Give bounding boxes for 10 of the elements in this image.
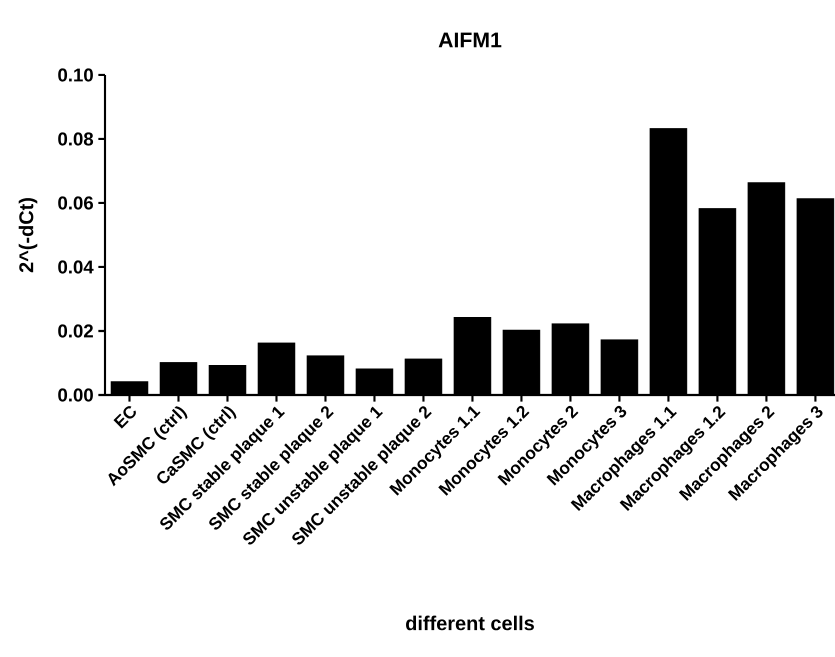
- y-tick-label: 0.02: [58, 324, 93, 338]
- y-tick-label: 0.06: [58, 196, 93, 210]
- x-axis-title: different cells: [406, 616, 534, 630]
- y-tick-label: 0.10: [58, 68, 93, 82]
- y-tick-label: 0.08: [58, 132, 94, 146]
- y-tick-label: 0.04: [58, 260, 94, 274]
- y-tick-label: 0.00: [58, 388, 93, 402]
- y-axis-title: 2^(-dCt): [18, 198, 38, 272]
- x-tick-label: EC: [113, 406, 136, 429]
- chart-title: AIFM1: [438, 32, 502, 48]
